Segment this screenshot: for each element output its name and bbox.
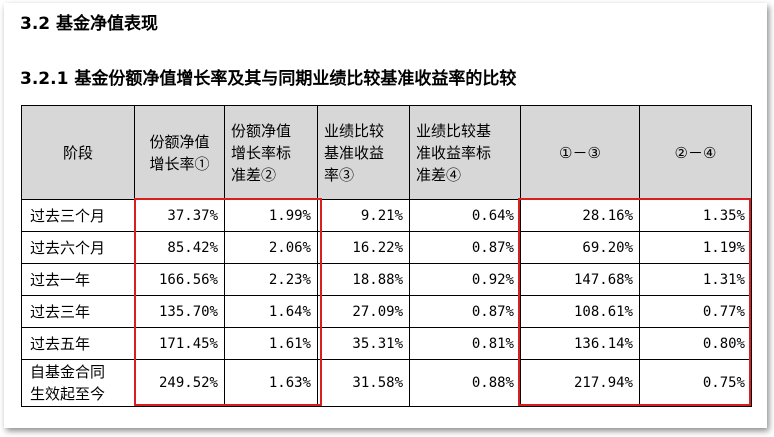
benchmark-return-cell: 27.09% (317, 295, 410, 328)
header-diff-2-4: ②－④ (639, 105, 752, 200)
diff-1-3-cell: 147.68% (520, 263, 640, 296)
benchmark-std-cell: 0.64% (409, 199, 521, 232)
stage-cell: 过去五年 (21, 327, 135, 360)
benchmark-return-cell: 35.31% (317, 327, 410, 360)
nav-growth-std-cell: 2.23% (224, 263, 318, 296)
benchmark-std-cell: 0.87% (409, 295, 521, 328)
header-benchmark-return: 业绩比较 基准收益 率③ (317, 105, 410, 200)
subsection-title: 3.2.1 基金份额净值增长率及其与同期业绩比较基准收益率的比较 (20, 69, 517, 89)
stage-cell: 过去六个月 (21, 231, 135, 264)
benchmark-std-cell: 0.92% (409, 263, 521, 296)
benchmark-return-cell: 18.88% (317, 263, 410, 296)
nav-growth-cell: 135.70% (134, 295, 225, 328)
section-title: 3.2 基金净值表现 (20, 14, 159, 34)
diff-2-4-cell: 1.31% (639, 263, 752, 296)
table-row: 过去一年 166.56% 2.23% 18.88% 0.92% 147.68% … (21, 263, 752, 296)
nav-growth-cell: 85.42% (134, 231, 225, 264)
stage-cell: 过去三年 (21, 295, 135, 328)
header-benchmark-std: 业绩比较基 准收益率标 准差④ (409, 105, 521, 200)
nav-growth-cell: 171.45% (134, 327, 225, 360)
benchmark-std-cell: 0.88% (409, 359, 521, 407)
diff-2-4-cell: 1.19% (639, 231, 752, 264)
nav-growth-cell: 249.52% (134, 359, 225, 407)
benchmark-std-cell: 0.87% (409, 231, 521, 264)
nav-growth-std-cell: 1.64% (224, 295, 318, 328)
diff-2-4-cell: 0.75% (639, 359, 752, 407)
header-nav-growth: 份额净值 增长率① (134, 105, 225, 200)
nav-growth-cell: 37.37% (134, 199, 225, 232)
benchmark-return-cell: 16.22% (317, 231, 410, 264)
nav-growth-std-cell: 1.61% (224, 327, 318, 360)
header-stage: 阶段 (21, 105, 135, 200)
benchmark-return-cell: 31.58% (317, 359, 410, 407)
header-diff-1-3: ①－③ (520, 105, 640, 200)
diff-1-3-cell: 69.20% (520, 231, 640, 264)
diff-2-4-cell: 0.77% (639, 295, 752, 328)
nav-growth-std-cell: 1.63% (224, 359, 318, 407)
diff-1-3-cell: 136.14% (520, 327, 640, 360)
table-row: 过去三个月 37.37% 1.99% 9.21% 0.64% 28.16% 1.… (21, 199, 752, 232)
nav-growth-std-cell: 2.06% (224, 231, 318, 264)
diff-2-4-cell: 1.35% (639, 199, 752, 232)
benchmark-return-cell: 9.21% (317, 199, 410, 232)
stage-cell: 自基金合同 生效起至今 (21, 359, 135, 407)
table-row: 过去五年 171.45% 1.61% 35.31% 0.81% 136.14% … (21, 327, 752, 360)
table-header-row: 阶段 份额净值 增长率① 份额净值 增长率标 准差② 业绩比较 基准收益 率③ (21, 105, 752, 200)
performance-table: 阶段 份额净值 增长率① 份额净值 增长率标 准差② 业绩比较 基准收益 率③ (21, 105, 752, 407)
diff-1-3-cell: 217.94% (520, 359, 640, 407)
diff-2-4-cell: 0.80% (639, 327, 752, 360)
benchmark-std-cell: 0.81% (409, 327, 521, 360)
stage-cell: 过去三个月 (21, 199, 135, 232)
diff-1-3-cell: 108.61% (520, 295, 640, 328)
stage-cell: 过去一年 (21, 263, 135, 296)
document-page: 3.2 基金净值表现 3.2.1 基金份额净值增长率及其与同期业绩比较基准收益率… (4, 3, 767, 428)
header-nav-growth-std: 份额净值 增长率标 准差② (224, 105, 318, 200)
table-row: 过去六个月 85.42% 2.06% 16.22% 0.87% 69.20% 1… (21, 231, 752, 264)
diff-1-3-cell: 28.16% (520, 199, 640, 232)
nav-growth-std-cell: 1.99% (224, 199, 318, 232)
table-row: 过去三年 135.70% 1.64% 27.09% 0.87% 108.61% … (21, 295, 752, 328)
table-row: 自基金合同 生效起至今 249.52% 1.63% 31.58% 0.88% 2… (21, 359, 752, 407)
nav-growth-cell: 166.56% (134, 263, 225, 296)
